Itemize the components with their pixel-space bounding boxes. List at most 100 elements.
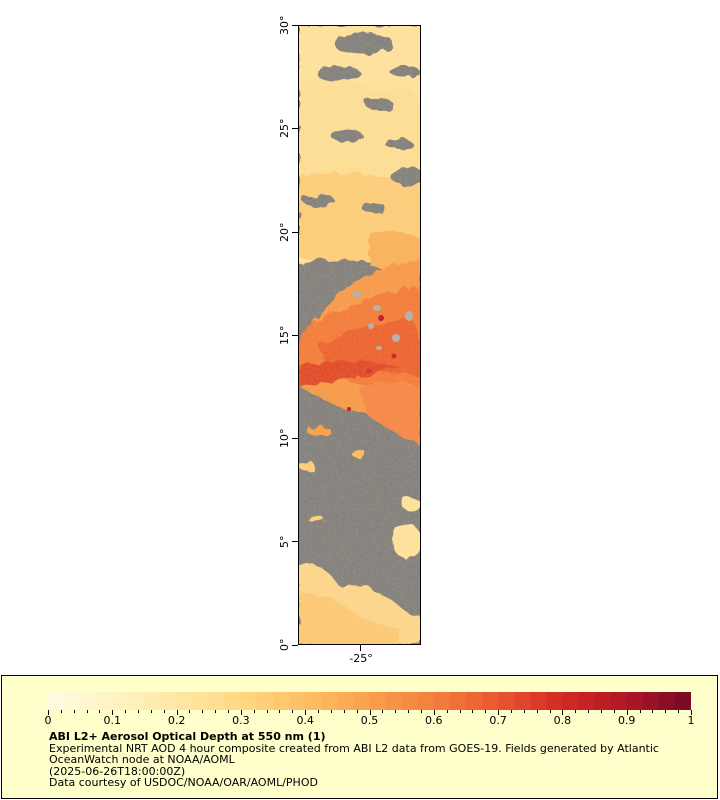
- colorbar-minor-tick: [330, 710, 332, 713]
- colorbar-label: 0.8: [553, 714, 572, 727]
- colorbar-bin: [273, 692, 290, 710]
- colorbar-bin: [64, 692, 81, 710]
- lat-label-30: 30°: [278, 15, 291, 36]
- colorbar-minor-tick: [163, 710, 165, 713]
- colorbar-minor-tick: [472, 710, 474, 713]
- colorbar-bin: [498, 692, 515, 710]
- colorbar-minor-tick: [523, 710, 525, 713]
- lat-label-15: 15°: [278, 325, 291, 346]
- colorbar-bin: [546, 692, 563, 710]
- lat-label-5: 5°: [278, 535, 291, 549]
- colorbar-minor-tick: [150, 710, 152, 713]
- colorbar-minor-tick: [510, 710, 512, 713]
- colorbar-minor-tick: [189, 710, 191, 713]
- colorbar-bin: [353, 692, 371, 710]
- lon-label: -25°: [349, 652, 373, 665]
- colorbar-label: 0: [44, 714, 52, 727]
- colorbar-major-tick: [48, 710, 49, 715]
- legend-credit: Data courtesy of USDOC/NOAA/OAR/AOML/PHO…: [49, 776, 318, 789]
- colorbar-bin: [208, 692, 226, 710]
- colorbar-bin: [642, 692, 660, 710]
- lat-label-0: 0°: [278, 638, 291, 652]
- colorbar-minor-tick: [292, 710, 294, 713]
- colorbar-minor-tick: [99, 710, 101, 713]
- colorbar-bin: [626, 692, 644, 710]
- colorbar-bin: [144, 692, 162, 710]
- lat-tick-20: [292, 232, 298, 233]
- lat-label-25: 25°: [278, 118, 291, 139]
- colorbar-bin: [610, 692, 628, 710]
- colorbar-label: 0.5: [360, 714, 379, 727]
- colorbar-minor-tick: [549, 710, 551, 713]
- colorbar-minor-tick: [86, 710, 88, 713]
- colorbar-bin: [482, 692, 499, 710]
- colorbar-minor-tick: [459, 710, 461, 713]
- colorbar-bin: [530, 692, 547, 710]
- colorbar-label: 0.1: [103, 714, 122, 727]
- colorbar-major-tick: [305, 710, 307, 715]
- colorbar-major-tick: [691, 710, 692, 715]
- colorbar-minor-tick: [202, 710, 204, 713]
- colorbar-minor-tick: [279, 710, 281, 713]
- colorbar-bin: [385, 692, 403, 710]
- lat-tick-25: [292, 128, 298, 129]
- colorbar-minor-tick: [215, 710, 217, 713]
- lon-tick: [360, 645, 361, 651]
- colorbar-bin: [449, 692, 467, 710]
- colorbar-minor-tick: [600, 710, 602, 713]
- lat-tick-5: [292, 541, 298, 542]
- colorbar-bin: [401, 692, 419, 710]
- colorbar-minor-tick: [678, 710, 680, 713]
- colorbar-minor-tick: [318, 710, 320, 713]
- colorbar-bin: [594, 692, 612, 710]
- colorbar-minor-tick: [253, 710, 255, 713]
- colorbar-bin: [48, 692, 65, 710]
- colorbar-minor-tick: [420, 710, 422, 713]
- colorbar-label: 0.3: [232, 714, 250, 727]
- colorbar-minor-tick: [395, 710, 397, 713]
- lat-label-10: 10°: [278, 428, 291, 449]
- colorbar-label: 0.4: [296, 714, 314, 727]
- colorbar-bin: [337, 692, 355, 710]
- colorbar-bin: [224, 692, 242, 710]
- colorbar-label: 1: [687, 714, 695, 727]
- colorbar-major-tick: [626, 710, 628, 715]
- colorbar-minor-tick: [382, 710, 384, 713]
- lat-tick-10: [292, 438, 298, 439]
- colorbar-minor-tick: [266, 710, 268, 713]
- colorbar-bin: [321, 692, 338, 710]
- colorbar-bin: [80, 692, 97, 710]
- colorbar-major-tick: [433, 710, 435, 715]
- legend-panel: ABI L2+ Aerosol Optical Depth at 550 nm …: [1, 675, 718, 799]
- colorbar-minor-tick: [343, 710, 345, 713]
- aod-map[interactable]: [298, 25, 421, 645]
- colorbar-bin: [658, 692, 676, 710]
- colorbar-bin: [562, 692, 580, 710]
- aod-map-image: [299, 26, 420, 644]
- colorbar-bin: [240, 692, 258, 710]
- colorbar-label: 0.7: [489, 714, 507, 727]
- colorbar-minor-tick: [228, 710, 230, 713]
- colorbar-bin: [369, 692, 387, 710]
- colorbar-bin: [96, 692, 113, 710]
- colorbar-minor-tick: [536, 710, 538, 713]
- colorbar-minor-tick: [73, 710, 75, 713]
- colorbar-label: 0.9: [617, 714, 636, 727]
- colorbar-bin: [305, 692, 322, 710]
- colorbar-major-tick: [240, 710, 242, 715]
- colorbar-bin: [417, 692, 435, 710]
- colorbar-bin: [176, 692, 194, 710]
- lat-tick-15: [292, 335, 298, 336]
- colorbar-minor-tick: [408, 710, 410, 713]
- colorbar-label: 0.2: [167, 714, 186, 727]
- colorbar-bin: [433, 692, 451, 710]
- colorbar-major-tick: [176, 710, 178, 715]
- legend-description: Experimental NRT AOD 4 hour composite cr…: [49, 741, 663, 766]
- colorbar-minor-tick: [575, 710, 577, 713]
- lat-label-20: 20°: [278, 222, 291, 243]
- colorbar-bin: [465, 692, 483, 710]
- colorbar-minor-tick: [665, 710, 667, 713]
- colorbar-minor-tick: [60, 710, 62, 713]
- colorbar-major-tick: [562, 710, 564, 715]
- lat-tick-0: [292, 645, 298, 646]
